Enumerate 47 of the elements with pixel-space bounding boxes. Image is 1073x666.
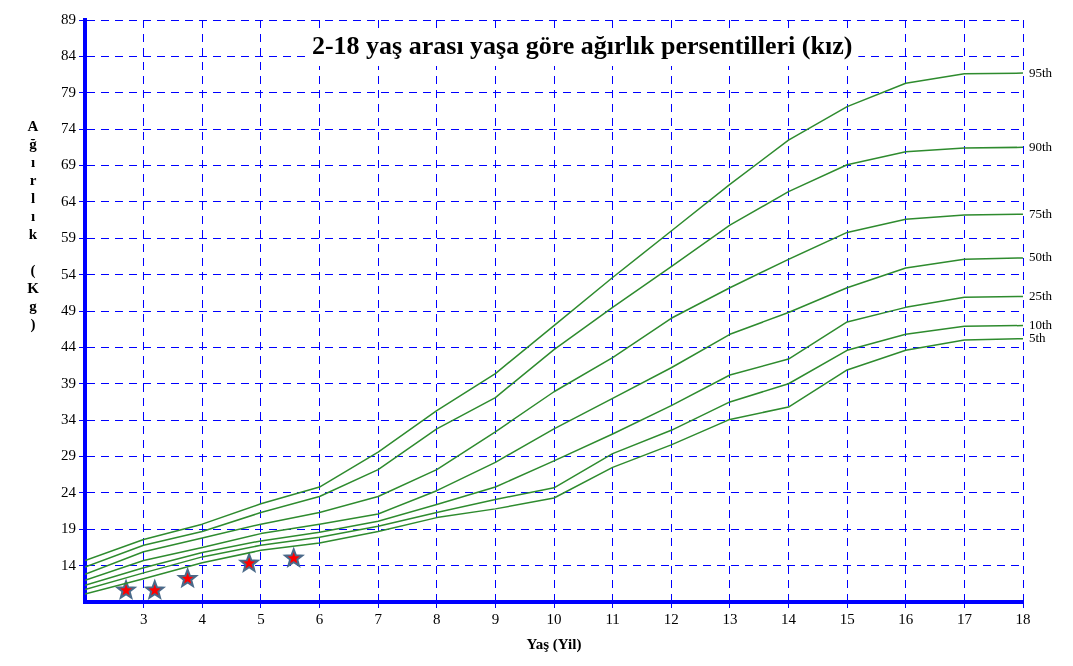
y-axis-title: Ağırlık (Kg) — [24, 118, 41, 334]
point — [239, 553, 259, 572]
y-tick-label: 79 — [61, 83, 76, 100]
x-tick-label: 8 — [433, 610, 441, 627]
y-tick-label: 69 — [61, 156, 76, 173]
x-tick-label: 16 — [898, 610, 914, 627]
series-label: 50th — [1029, 249, 1053, 265]
x-tick-label: 15 — [839, 610, 855, 627]
y-tick-label: 24 — [61, 483, 77, 500]
x-tick-label: 3 — [139, 610, 148, 627]
x-tick-label: 17 — [956, 610, 973, 627]
x-tick-label: 9 — [491, 610, 500, 627]
x-tick-label: 18 — [1015, 610, 1031, 627]
y-tick-label: 39 — [61, 374, 76, 391]
x-axis-title: Yaş (Yil) — [526, 635, 582, 653]
y-tick-label: 14 — [61, 556, 77, 573]
y-tick-label: 59 — [61, 229, 76, 246]
x-tick-label: 6 — [315, 610, 324, 627]
x-tick-label: 10 — [546, 610, 562, 627]
y-tick-label: 29 — [61, 447, 76, 464]
y-tick-label: 44 — [61, 338, 77, 355]
chart-title: 2-18 yaş arası yaşa göre ağırlık persentilleri (kız) — [311, 30, 853, 60]
point — [284, 548, 304, 567]
point — [145, 580, 165, 599]
x-tick-label: 14 — [781, 610, 797, 627]
y-tick-label: 89 — [61, 10, 76, 27]
x-tick-label: 5 — [257, 610, 265, 627]
point — [116, 580, 136, 599]
series-label: 10th — [1029, 316, 1053, 332]
series-label: 90th — [1029, 138, 1053, 154]
x-tick-label: 4 — [198, 610, 207, 627]
series-label: 25th — [1029, 287, 1053, 303]
series-label: 75th — [1029, 205, 1053, 221]
x-tick-label: 7 — [374, 610, 383, 627]
series-label: 95th — [1029, 64, 1053, 80]
point — [178, 568, 198, 587]
y-tick-label: 49 — [61, 301, 76, 318]
x-tick-label: 13 — [722, 610, 738, 627]
x-tick-label: 11 — [605, 610, 620, 627]
y-tick-label: 64 — [61, 192, 77, 209]
y-tick-label: 74 — [61, 120, 77, 137]
y-tick-label: 54 — [61, 265, 77, 282]
y-tick-label: 19 — [61, 520, 76, 537]
x-tick-label: 12 — [663, 610, 679, 627]
series-label: 5th — [1029, 330, 1047, 346]
y-tick-label: 34 — [61, 411, 77, 428]
y-tick-label: 84 — [61, 47, 77, 64]
